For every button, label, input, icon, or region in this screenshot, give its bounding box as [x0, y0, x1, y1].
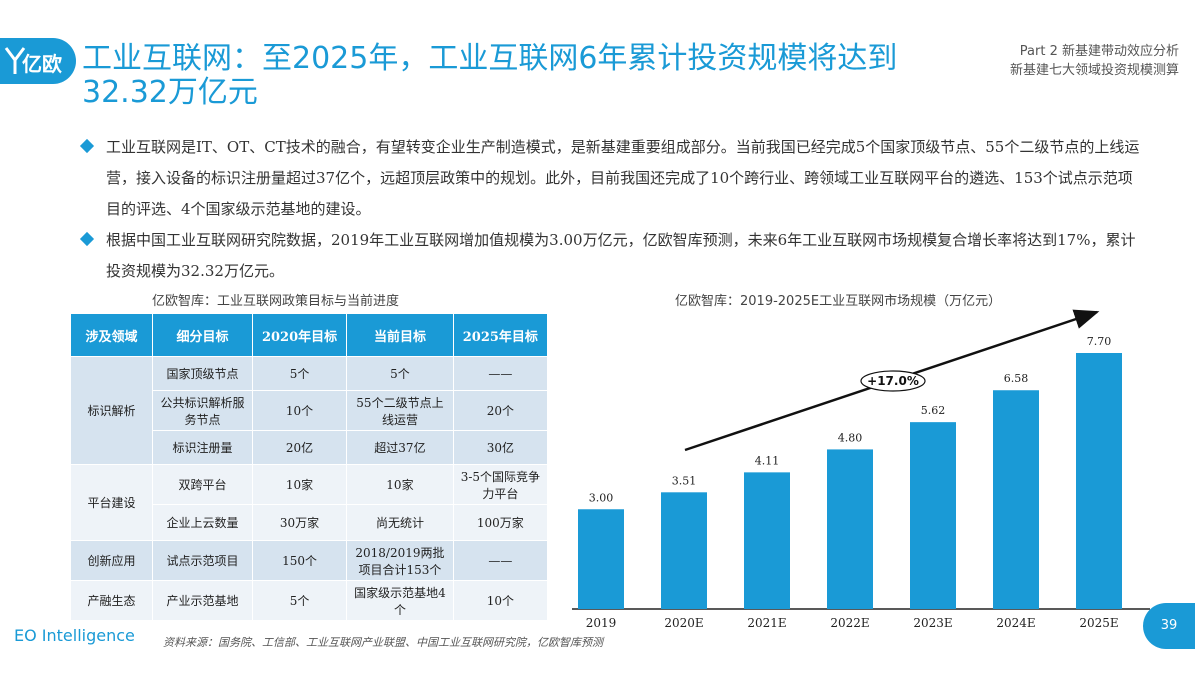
column-header: 2020年目标: [251, 313, 348, 357]
bullet-list: 工业互联网是IT、OT、CT技术的融合，有望转变企业生产制造模式，是新基建重要组…: [79, 132, 1142, 287]
cagr-badge: [860, 370, 926, 392]
table-cell: ——: [452, 540, 549, 581]
part-label: Part 2 新基建带动效应分析: [1019, 44, 1179, 59]
column-header: 2025年目标: [452, 313, 549, 357]
table-cell: 30亿: [452, 430, 549, 465]
table-row: 创新应用 试点示范项目 150个 2018/2019两批项目合计153个 ——: [69, 540, 549, 581]
area-cell: 平台建设: [69, 464, 154, 541]
column-header: 涉及领域: [69, 313, 154, 357]
table-cell: 国家顶级节点: [152, 356, 253, 391]
bar-2020E: [661, 492, 707, 609]
brand-footer: EO Intelligence: [14, 626, 135, 645]
table-row: 标识解析 国家顶级节点 5个 5个 ——: [69, 356, 549, 465]
table-cell: 国家级示范基地4个: [346, 580, 454, 621]
x-tick-label: 2020E: [664, 616, 703, 630]
diamond-bullet-icon: [79, 138, 95, 154]
x-tick-label: 2019: [586, 616, 617, 630]
source-note: 资料来源：国务院、工信部、工业互联网产业联盟、中国工业互联网研究院，亿欧智库预测: [163, 636, 603, 649]
area-cell: 标识解析: [69, 356, 154, 465]
table-cell: 10家: [251, 464, 348, 505]
bar-value-label: 7.70: [1087, 335, 1112, 348]
policy-table: 涉及领域 细分目标 2020年目标 当前目标 2025年目标 标识解析 国家顶级…: [69, 313, 549, 621]
bar-2025E: [1076, 353, 1122, 609]
market-size-chart: +17.0% 3.00 2019 3.51 2020E 4.11 2021E 4.80 202…: [572, 309, 1150, 630]
table-header-row: 涉及领域 细分目标 2020年目标 当前目标 2025年目标: [69, 313, 549, 357]
bar-value-label: 3.51: [672, 474, 697, 487]
area-cell: 创新应用: [69, 540, 154, 581]
table-cell: 公共标识解析服务节点: [152, 390, 253, 431]
table-cell: 5个: [251, 580, 348, 621]
bullet-text: 根据中国工业互联网研究院数据，2019年工业互联网增加值规模为3.00万亿元，亿…: [106, 231, 1136, 280]
bar-value-label: 5.62: [921, 404, 946, 417]
table-cell: 150个: [251, 540, 348, 581]
table-cell: 2018/2019两批项目合计153个: [346, 540, 454, 581]
bar-2021E: [744, 472, 790, 609]
x-tick-label: 2021E: [747, 616, 786, 630]
bar-2022E: [827, 449, 873, 609]
logo: 亿欧: [0, 38, 76, 84]
table-cell: 尚无统计: [346, 504, 454, 541]
bar-2023E: [910, 422, 956, 609]
column-header: 细分目标: [152, 313, 253, 357]
table-cell: 超过37亿: [346, 430, 454, 465]
table-caption: 亿欧智库：工业互联网政策目标与当前进度: [152, 294, 400, 309]
table-cell: 3-5个国际竞争力平台: [452, 464, 549, 505]
chart-caption: 亿欧智库：2019-2025E工业互联网市场规模（万亿元）: [675, 294, 1002, 309]
table-cell: 20亿: [251, 430, 348, 465]
page-number: 39: [1143, 603, 1195, 649]
bar-value-label: 6.58: [1004, 372, 1029, 385]
table-cell: 55个二级节点上线运营: [346, 390, 454, 431]
area-cell: 产融生态: [69, 580, 154, 621]
x-tick-label: 2025E: [1079, 616, 1118, 630]
section-header: Part 2 新基建带动效应分析 新基建七大领域投资规模测算: [1010, 42, 1179, 80]
bullet-item: 根据中国工业互联网研究院数据，2019年工业互联网增加值规模为3.00万亿元，亿…: [79, 225, 1142, 287]
logo-y-icon: [4, 47, 26, 74]
table-cell: 10个: [251, 390, 348, 431]
table-row: 平台建设 双跨平台 10家 10家 3-5个国际竞争力平台: [69, 464, 549, 541]
diamond-bullet-icon: [79, 231, 95, 247]
table-cell: 试点示范项目: [152, 540, 253, 581]
bar-value-label: 4.80: [838, 431, 863, 444]
x-tick-label: 2024E: [996, 616, 1035, 630]
table-cell: 5个: [251, 356, 348, 391]
x-tick-label: 2022E: [830, 616, 869, 630]
table-cell: 10个: [452, 580, 549, 621]
logo-text: 亿欧: [22, 52, 62, 76]
x-tick-label: 2023E: [913, 616, 952, 630]
table-cell: 标识注册量: [152, 430, 253, 465]
table-cell: ——: [452, 356, 549, 391]
section-subtitle: 新基建七大领域投资规模测算: [1009, 63, 1179, 78]
bar-2019: [578, 509, 624, 609]
table-cell: 20个: [452, 390, 549, 431]
table-cell: 企业上云数量: [152, 504, 253, 541]
table-cell: 10家: [346, 464, 454, 505]
cagr-label: +17.0%: [867, 374, 919, 388]
table-cell: 产业示范基地: [152, 580, 253, 621]
table-cell: 100万家: [452, 504, 549, 541]
page-title: 工业互联网：至2025年，工业互联网6年累计投资规模将达到32.32万亿元: [82, 41, 898, 110]
bar-2024E: [993, 390, 1039, 609]
bar-value-label: 3.00: [589, 491, 614, 504]
table-cell: 30万家: [251, 504, 348, 541]
table-cell: 5个: [346, 356, 454, 391]
table-cell: 双跨平台: [152, 464, 253, 505]
bullet-text: 工业互联网是IT、OT、CT技术的融合，有望转变企业生产制造模式，是新基建重要组…: [106, 138, 1140, 218]
table-row: 产融生态 产业示范基地 5个 国家级示范基地4个 10个: [69, 580, 549, 621]
table-row: 公共标识解析服务节点 10个 55个二级节点上线运营 20个: [71, 390, 549, 431]
bullet-item: 工业互联网是IT、OT、CT技术的融合，有望转变企业生产制造模式，是新基建重要组…: [79, 132, 1142, 225]
bar-value-label: 4.11: [755, 454, 780, 467]
column-header: 当前目标: [346, 313, 454, 357]
